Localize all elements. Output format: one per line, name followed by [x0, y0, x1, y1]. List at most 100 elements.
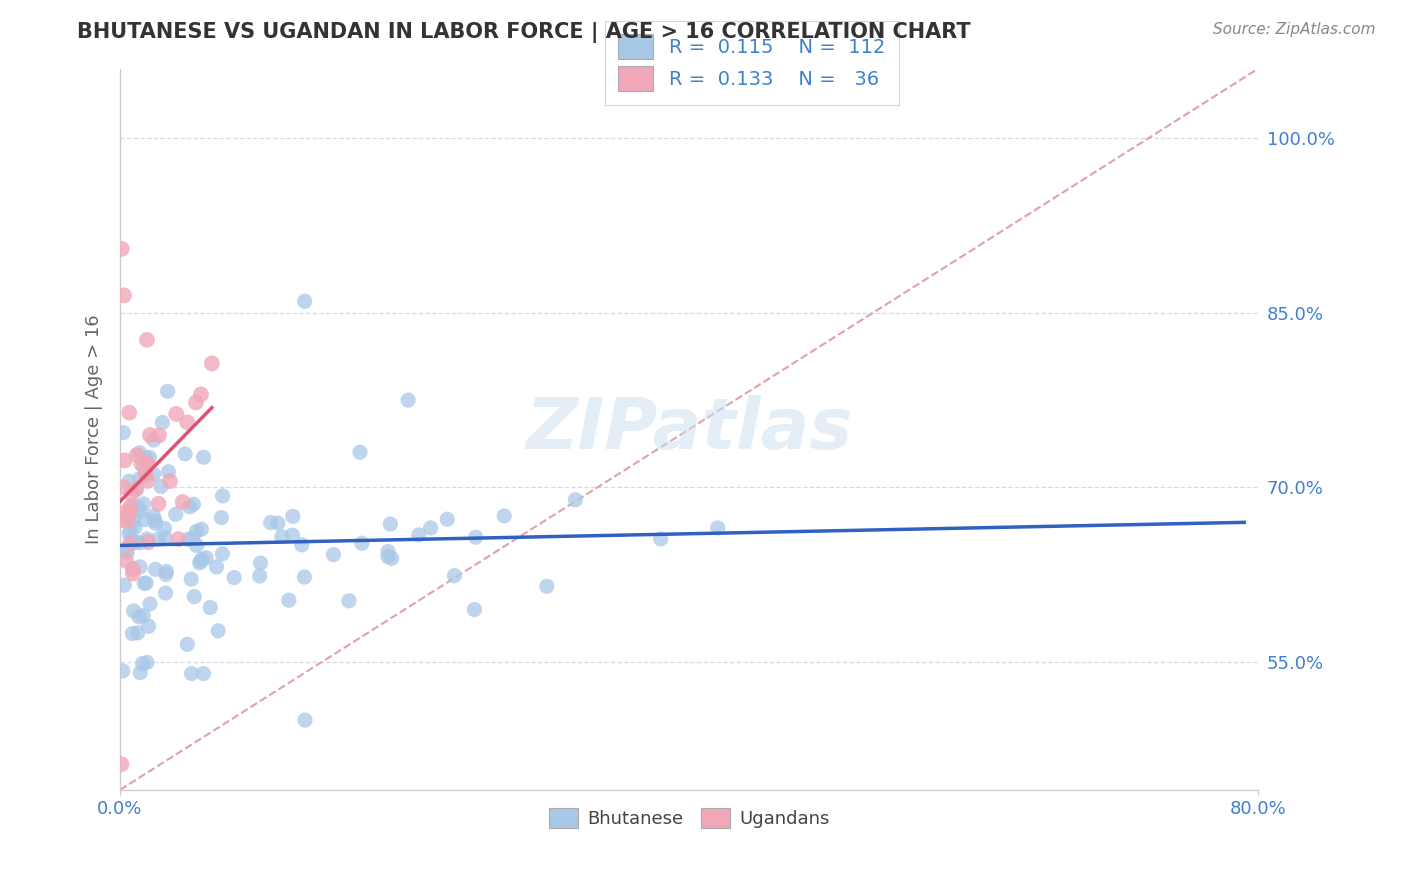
Point	[134, 467, 156, 482]
Point	[337, 594, 360, 608]
Point	[128, 536, 150, 550]
Point	[270, 530, 292, 544]
Point	[148, 497, 170, 511]
Point	[111, 664, 134, 678]
Point	[124, 520, 146, 534]
Point	[167, 532, 190, 546]
Point	[177, 533, 200, 547]
Point	[131, 657, 153, 671]
Point	[494, 508, 516, 523]
Point	[172, 495, 194, 509]
Point	[184, 395, 207, 409]
Point	[121, 626, 143, 640]
Point	[200, 600, 222, 615]
Point	[143, 514, 166, 528]
Point	[291, 538, 314, 552]
Point	[155, 586, 177, 600]
Point	[294, 570, 316, 584]
Point	[186, 538, 208, 552]
Point	[159, 474, 181, 488]
Point	[136, 457, 159, 471]
Point	[211, 547, 233, 561]
Point	[150, 479, 173, 493]
Point	[463, 602, 485, 616]
Point	[139, 597, 162, 611]
Point	[260, 516, 283, 530]
Point	[201, 356, 224, 370]
Point	[419, 521, 441, 535]
Point	[207, 624, 229, 638]
Point	[122, 604, 145, 618]
Point	[132, 608, 155, 623]
Point	[211, 489, 233, 503]
Point	[112, 288, 135, 302]
Point	[121, 533, 143, 548]
Point	[125, 535, 148, 549]
Point	[120, 500, 142, 514]
Point	[145, 516, 167, 531]
Point	[190, 387, 212, 401]
Point	[134, 576, 156, 591]
Point	[249, 556, 271, 570]
Point	[136, 535, 159, 549]
Point	[181, 531, 204, 545]
Point	[136, 656, 159, 670]
Point	[193, 450, 215, 465]
Point	[650, 532, 672, 546]
Point	[408, 528, 430, 542]
Point	[128, 609, 150, 624]
Point	[157, 465, 180, 479]
Point	[195, 550, 218, 565]
Point	[188, 556, 211, 570]
Point	[115, 504, 138, 518]
Point	[121, 566, 143, 581]
Point	[112, 578, 135, 592]
Point	[139, 428, 162, 442]
Point	[165, 407, 187, 421]
Point	[186, 524, 208, 539]
Point	[179, 500, 201, 514]
Point	[136, 457, 159, 471]
Point	[120, 486, 142, 500]
Point	[464, 530, 486, 544]
Point	[115, 541, 138, 556]
Point	[125, 482, 148, 496]
Point	[128, 472, 150, 486]
Point	[115, 554, 138, 568]
Point	[135, 450, 157, 465]
Point	[134, 513, 156, 527]
Point	[377, 549, 399, 564]
Point	[129, 559, 152, 574]
Point	[180, 572, 202, 586]
Point	[148, 532, 170, 546]
Point	[117, 514, 139, 528]
Point	[294, 713, 316, 727]
Point	[131, 457, 153, 471]
Point	[138, 619, 160, 633]
Point	[112, 425, 135, 440]
Point	[277, 593, 299, 607]
Point	[110, 513, 132, 527]
Point	[443, 568, 465, 582]
Point	[118, 406, 141, 420]
Point	[136, 532, 159, 546]
Point	[135, 576, 157, 591]
Point	[120, 524, 142, 539]
Point	[436, 512, 458, 526]
Point	[153, 522, 176, 536]
Point	[122, 562, 145, 576]
Point	[150, 416, 173, 430]
Point	[118, 537, 141, 551]
Point	[281, 528, 304, 542]
Point	[145, 562, 167, 576]
Point	[380, 517, 402, 532]
Point	[122, 498, 145, 512]
Point	[180, 666, 202, 681]
Point	[132, 497, 155, 511]
Y-axis label: In Labor Force | Age > 16: In Labor Force | Age > 16	[86, 314, 103, 544]
Point	[148, 428, 170, 442]
Point	[224, 571, 246, 585]
Point	[349, 445, 371, 459]
Point	[136, 474, 159, 488]
Point	[209, 510, 232, 524]
